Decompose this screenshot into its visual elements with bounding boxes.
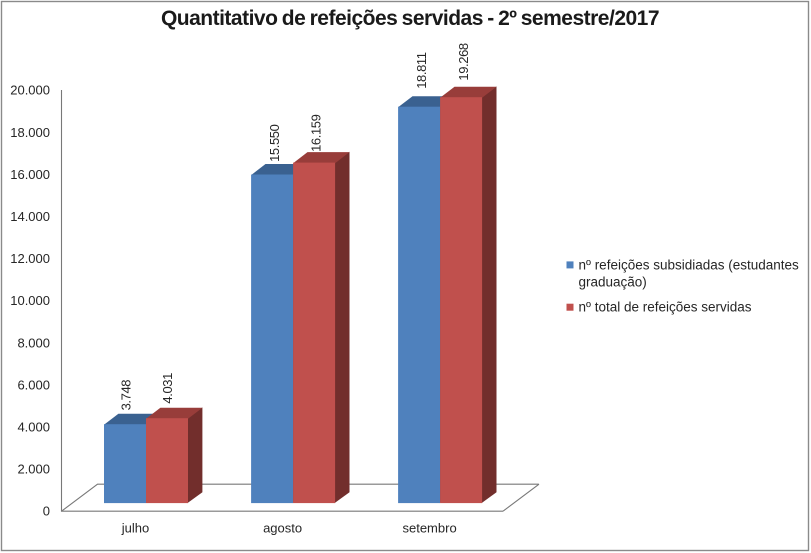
svg-text:2.000: 2.000: [17, 462, 50, 477]
svg-text:10.000: 10.000: [10, 293, 50, 308]
svg-text:14.000: 14.000: [10, 209, 50, 224]
svg-text:18.811: 18.811: [414, 52, 429, 89]
svg-text:8.000: 8.000: [17, 335, 50, 350]
svg-text:0: 0: [43, 504, 50, 519]
svg-text:16.159: 16.159: [309, 114, 324, 152]
svg-text:20.000: 20.000: [10, 83, 50, 98]
svg-text:nº total de refeições servidas: nº total de refeições servidas: [579, 300, 752, 315]
svg-text:4.031: 4.031: [160, 373, 175, 404]
svg-text:agosto: agosto: [263, 521, 302, 536]
svg-text:Quantitativo de refeições serv: Quantitativo de refeições servidas - 2º …: [161, 7, 659, 30]
svg-text:19.268: 19.268: [456, 43, 471, 81]
svg-text:julho: julho: [121, 521, 149, 536]
svg-text:16.000: 16.000: [10, 167, 50, 182]
svg-text:setembro: setembro: [402, 521, 456, 536]
svg-text:4.000: 4.000: [17, 420, 50, 435]
svg-text:nº refeições subsidiadas (estu: nº refeições subsidiadas (estudantes: [579, 257, 800, 272]
svg-text:3.748: 3.748: [118, 380, 133, 411]
svg-text:graduação): graduação): [579, 275, 647, 290]
svg-text:18.000: 18.000: [10, 125, 50, 140]
svg-text:12.000: 12.000: [10, 251, 50, 266]
svg-text:6.000: 6.000: [17, 377, 50, 392]
svg-text:15.550: 15.550: [267, 124, 282, 162]
